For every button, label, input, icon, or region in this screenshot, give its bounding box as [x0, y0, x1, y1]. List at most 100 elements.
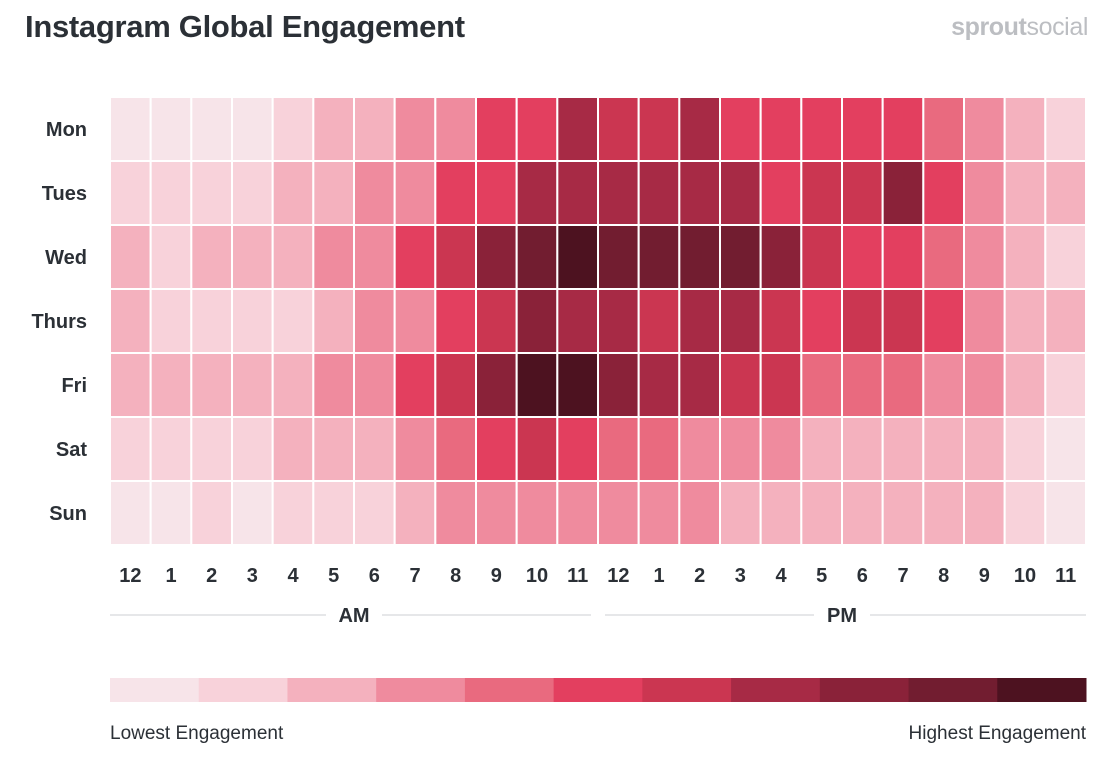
heatmap-cell-thurs-4 [271, 288, 315, 354]
heatmap-cell-thurs-0 [109, 288, 152, 354]
legend-swatch-4 [464, 678, 555, 702]
column-label-12: 12 [607, 565, 629, 587]
heatmap-cell-mon-23 [1044, 96, 1088, 162]
column-label-1: 1 [165, 565, 176, 587]
heatmap-cell-sat-15 [719, 416, 762, 482]
heatmap-cell-mon-11 [556, 96, 599, 162]
heatmap-cell-fri-18 [841, 352, 884, 418]
heatmap-cell-thurs-9 [475, 288, 518, 354]
heatmap-cell-wed-5 [312, 224, 356, 290]
row-label-thurs: Thurs [31, 311, 87, 333]
heatmap-cell-mon-8 [434, 96, 478, 162]
heatmap-cell-wed-12 [597, 224, 640, 290]
heatmap-cell-wed-6 [353, 224, 396, 290]
legend-color-scale [110, 678, 1087, 702]
heatmap-cell-tues-7 [393, 160, 437, 226]
heatmap-cell-wed-4 [271, 224, 315, 290]
heatmap-cell-sat-8 [434, 416, 478, 482]
heatmap-cell-thurs-19 [881, 288, 925, 354]
column-label-13: 1 [653, 565, 664, 587]
heatmap-cell-fri-20 [922, 352, 965, 418]
column-label-6: 6 [369, 565, 380, 587]
heatmap-cell-fri-16 [759, 352, 803, 418]
heatmap-cell-thurs-2 [190, 288, 233, 354]
heatmap-cell-wed-10 [515, 224, 559, 290]
heatmap-cell-sun-16 [759, 480, 803, 546]
column-label-3: 3 [247, 565, 258, 587]
heatmap-cell-thurs-6 [353, 288, 396, 354]
heatmap-cell-sat-0 [109, 416, 152, 482]
heatmap-cell-wed-17 [800, 224, 843, 290]
heatmap-cell-sun-5 [312, 480, 356, 546]
heatmap-cell-mon-20 [922, 96, 965, 162]
heatmap-cell-sun-0 [109, 480, 152, 546]
column-label-0: 12 [119, 565, 141, 587]
column-label-14: 2 [694, 565, 705, 587]
heatmap-cell-thurs-21 [963, 288, 1006, 354]
column-label-9: 9 [491, 565, 502, 587]
legend-highest-label: Highest Engagement [908, 723, 1086, 744]
heatmap-cell-fri-13 [637, 352, 681, 418]
heatmap-cell-mon-15 [719, 96, 762, 162]
column-label-4: 4 [287, 565, 299, 587]
heatmap-cell-sat-18 [841, 416, 884, 482]
heatmap-cell-fri-14 [678, 352, 721, 418]
heatmap-cell-tues-2 [190, 160, 233, 226]
group-label-pm: PM [827, 605, 857, 627]
legend-swatch-10 [997, 678, 1087, 702]
heatmap-cell-thurs-7 [393, 288, 437, 354]
heatmap-cell-sun-3 [231, 480, 274, 546]
heatmap-cell-fri-23 [1044, 352, 1088, 418]
legend-swatch-7 [731, 678, 821, 702]
heatmap-cell-fri-15 [719, 352, 762, 418]
heatmap-cell-tues-15 [719, 160, 762, 226]
heatmap-cell-sat-14 [678, 416, 721, 482]
heatmap-cell-wed-18 [841, 224, 884, 290]
heatmap-cell-fri-17 [800, 352, 843, 418]
heatmap-cell-mon-14 [678, 96, 721, 162]
heatmap-cell-wed-20 [922, 224, 965, 290]
column-label-5: 5 [328, 565, 339, 587]
heatmap-cell-tues-10 [515, 160, 559, 226]
legend-swatch-2 [287, 678, 377, 702]
heatmap-cell-wed-23 [1044, 224, 1088, 290]
heatmap-cell-thurs-14 [678, 288, 721, 354]
column-label-23: 11 [1055, 565, 1076, 587]
heatmap-cell-fri-10 [515, 352, 559, 418]
legend-swatch-9 [908, 678, 998, 702]
legend-swatch-8 [819, 678, 910, 702]
heatmap-cell-thurs-16 [759, 288, 803, 354]
heatmap-cell-sun-12 [597, 480, 640, 546]
row-label-tues: Tues [42, 183, 87, 205]
heatmap-cell-sun-14 [678, 480, 721, 546]
row-label-wed: Wed [45, 247, 87, 269]
heatmap-cell-sun-9 [475, 480, 518, 546]
heatmap-cell-thurs-17 [800, 288, 843, 354]
heatmap-cell-sat-21 [963, 416, 1006, 482]
heatmap-cell-fri-19 [881, 352, 925, 418]
heatmap-cell-mon-21 [963, 96, 1006, 162]
legend-swatch-1 [198, 678, 288, 702]
heatmap-cell-thurs-3 [231, 288, 274, 354]
row-labels: Mon Tues Wed Thurs Fri Sat Sun [31, 119, 87, 525]
heatmap-cell-mon-19 [881, 96, 925, 162]
column-label-16: 4 [775, 565, 787, 587]
heatmap-cell-wed-0 [109, 224, 152, 290]
heatmap-cell-sun-2 [190, 480, 233, 546]
heatmap-cell-wed-9 [475, 224, 518, 290]
heatmap-cell-sun-1 [149, 480, 193, 546]
heatmap-cell-thurs-22 [1003, 288, 1047, 354]
heatmap-cell-wed-14 [678, 224, 721, 290]
column-labels: 12 1 2 3 4 5 6 7 8 9 10 11 12 1 2 3 4 5 6 7 8 9 10 11 [119, 565, 1076, 587]
heatmap-cell-wed-22 [1003, 224, 1047, 290]
heatmap-cell-sat-19 [881, 416, 925, 482]
heatmap-cell-fri-21 [963, 352, 1006, 418]
heatmap-cell-mon-7 [393, 96, 437, 162]
legend-swatch-5 [553, 678, 643, 702]
am-pm-groups: AM PM [110, 605, 1086, 627]
heatmap-cell-tues-21 [963, 160, 1006, 226]
heatmap-cell-sat-13 [637, 416, 681, 482]
heatmap-cell-mon-0 [109, 96, 152, 162]
heatmap-cell-thurs-20 [922, 288, 965, 354]
heatmap-cell-mon-13 [637, 96, 681, 162]
